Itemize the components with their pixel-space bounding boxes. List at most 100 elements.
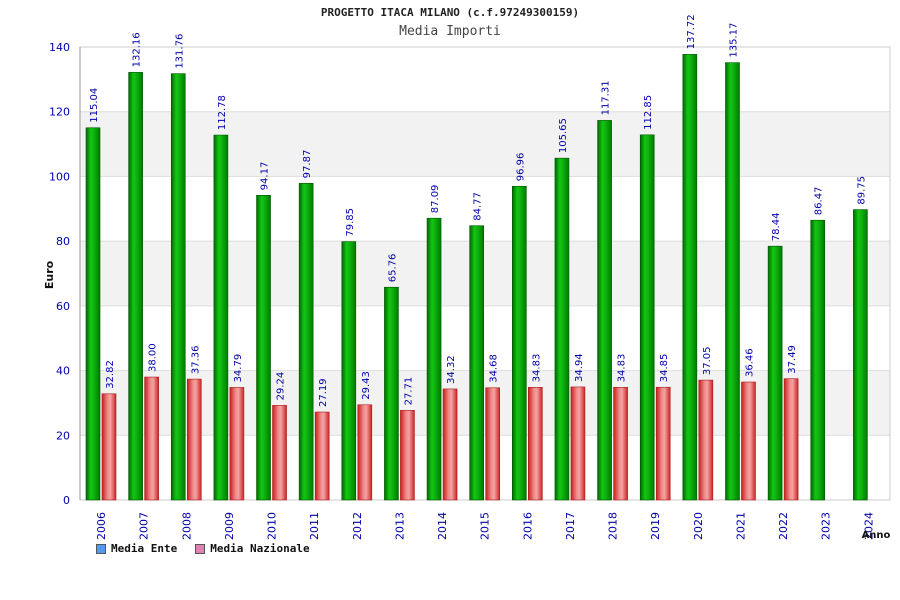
data-label: 112.85 [643,95,654,130]
x-tick-label: 2024 [862,512,875,540]
y-tick-label: 20 [56,429,70,442]
bar [101,393,117,501]
legend-item-media-nazionale[interactable]: Media Nazionale [195,542,310,555]
x-tick-label: 2022 [777,512,790,540]
bar [613,387,628,501]
x-axis-label: Anno [862,530,891,541]
x-tick-label: 2011 [308,512,321,540]
x-tick-label: 2007 [138,512,151,540]
bar [469,225,484,501]
data-labels-layer: 115.04 32.82 132.16 38.00 131.76 37.36 112.78 3… [89,14,867,407]
data-label: 36.46 [744,348,755,377]
data-label: 37.49 [787,345,798,374]
data-label: 34.85 [659,354,670,383]
bar [426,217,442,501]
x-tick-label: 2013 [393,512,406,540]
bar [442,388,458,501]
data-label: 78.44 [771,213,782,242]
grid-band [80,111,890,177]
data-label: 29.24 [276,372,287,401]
bar [512,185,527,501]
x-tick-label: 2023 [820,512,833,540]
x-tick-label: 2020 [692,512,705,540]
data-label: 117.31 [601,80,612,115]
bar [485,387,500,501]
bar [229,387,245,501]
bar [783,378,799,501]
y-axis-label: Euro [43,260,56,289]
bar [314,411,330,501]
bar [341,241,357,501]
data-label: 38.00 [148,343,159,372]
legend-swatch [195,543,206,554]
data-label: 137.72 [686,14,697,49]
data-label: 34.94 [574,353,585,382]
data-label: 34.83 [617,354,628,383]
legend: Media Ente Media Nazionale [96,542,310,555]
data-label: 115.04 [89,88,100,123]
bar [725,62,740,501]
data-label: 34.32 [446,355,457,384]
bar [256,194,271,501]
x-tick-label: 2018 [607,512,620,540]
y-tick-label: 80 [56,235,70,248]
bar [810,219,826,501]
bar [655,386,671,501]
data-label: 96.96 [515,153,526,182]
bars-layer [85,54,868,501]
bar [554,157,570,501]
data-label: 37.05 [702,346,713,375]
y-tick-label: 100 [49,170,70,183]
data-label: 87.09 [430,185,441,214]
data-label: 94.17 [260,162,271,191]
data-label: 27.71 [403,377,414,406]
bar [597,120,612,501]
data-label: 79.85 [345,208,356,237]
legend-swatch [96,543,106,554]
bar [639,134,655,501]
x-tick-label: 2016 [521,512,534,540]
data-label: 32.82 [105,360,116,389]
bar [384,286,399,501]
y-tick-label: 140 [49,41,70,54]
data-label: 34.79 [233,354,244,383]
bar [570,386,586,501]
y-tick-label: 60 [56,300,70,313]
data-label: 34.83 [531,354,542,383]
bar [682,54,698,501]
y-tick-label: 40 [56,365,70,378]
bar [357,404,373,501]
bar [170,73,186,501]
bar [85,127,101,501]
chart-subtitle: Media Importi [399,24,501,39]
bar [853,209,868,501]
data-label: 34.68 [489,354,500,383]
bar [741,381,756,501]
data-label: 86.47 [814,187,825,216]
legend-label: Media Ente [111,542,178,555]
bar [128,72,143,501]
data-label: 135.17 [728,23,739,58]
x-tick-label: 2017 [564,512,577,540]
x-tick-label: 2012 [351,512,364,540]
x-tick-label: 2019 [649,512,662,540]
x-tick-label: 2014 [436,512,449,540]
legend-item-media-ente[interactable]: Media Ente [96,542,177,555]
data-label: 112.78 [217,95,228,130]
bar [213,134,229,501]
bar [298,183,314,501]
x-tick-label: 2010 [266,512,279,540]
x-tick-label: 2009 [223,512,236,540]
x-axis: 2006 2007 2008 2009 2010 2011 2012 2013 2014 2015… [95,512,875,540]
data-label: 84.77 [473,192,484,221]
data-label: 27.19 [318,378,329,407]
data-label: 37.36 [190,345,201,374]
y-axis: 0 20 40 60 80 100 120 140 [49,41,81,507]
bar [767,245,783,501]
data-label: 131.76 [174,34,185,69]
data-label: 89.75 [856,176,867,205]
bar [528,387,543,501]
data-label: 105.65 [558,118,569,153]
